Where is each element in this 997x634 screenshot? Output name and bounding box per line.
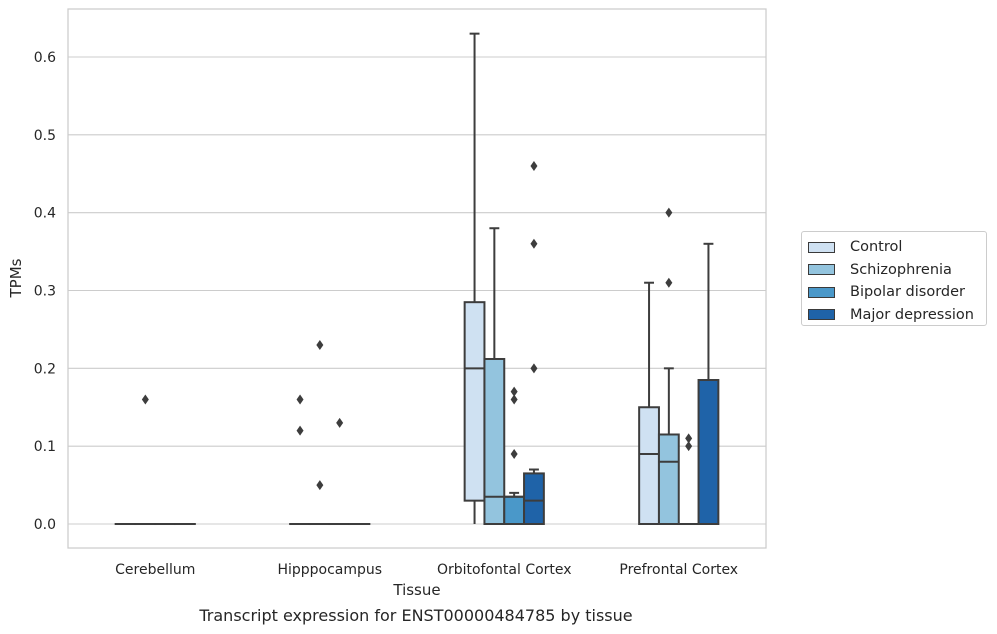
box-bipolar-disorder [677,433,700,526]
legend-swatch [808,286,835,298]
y-tick-label: 0.1 [34,439,56,455]
figure-caption: Transcript expression for ENST0000048478… [199,606,633,625]
legend-swatch [808,309,835,321]
outlier-point [336,417,344,428]
x-axis-label: Tissue [392,581,440,599]
box-schizophrenia [308,339,331,526]
x-tick-label: Prefrontal Cortex [619,562,738,578]
plot-frame [67,8,767,549]
box-control [638,281,660,525]
outlier-point [685,433,693,444]
box-bipolar-disorder [328,417,351,526]
y-tick-label: 0.3 [34,284,56,300]
box-body [657,433,680,525]
box-major-depression [697,242,720,525]
legend-item: Schizophrenia [808,259,986,282]
box-body [463,301,486,502]
outlier-point [665,277,673,288]
outlier-point [510,394,518,405]
outlier-point [141,394,149,405]
box-schizophrenia [483,227,506,526]
outlier-point [510,448,518,459]
outlier-point [530,160,538,171]
legend-swatch [808,264,835,276]
legend-label: Control [850,239,903,256]
outlier-point [296,394,304,405]
box-major-depression [523,160,545,525]
box-body [638,406,660,525]
legend-label: Bipolar disorder [850,284,965,301]
x-tick-label: Orbitofontal Cortex [437,562,572,578]
box-body [503,495,526,525]
outlier-point [685,441,693,452]
legend-item: Bipolar disorder [808,281,986,304]
y-tick-label: 0.4 [34,206,56,222]
box-body [697,379,720,525]
y-tick-label: 0.0 [34,517,56,533]
y-tick-label: 0.2 [34,361,56,377]
legend-swatch [808,241,835,253]
box-body [483,357,506,526]
outlier-point [530,238,538,249]
y-axis-label: TPMs [7,258,25,298]
legend-item: Control [808,236,986,259]
outlier-point [665,207,673,218]
box-control [289,394,311,526]
y-tick-label: 0.5 [34,128,56,144]
outlier-point [296,425,304,436]
outlier-point [316,339,324,350]
legend-item: Major depression [808,304,986,327]
box-body [523,472,545,525]
box-bipolar-disorder [503,386,526,525]
outlier-point [530,363,538,374]
box-schizophrenia [657,207,680,525]
legend-label: Major depression [850,306,974,323]
y-tick-label: 0.6 [34,50,56,66]
outlier-point [316,480,324,491]
grid-lines [68,56,766,525]
x-tick-label: Cerebellum [115,562,195,578]
outlier-point [510,386,518,397]
box-control [463,32,486,524]
legend: Control Schizophrenia Bipolar disorder Majo… [801,231,987,326]
legend-label: Schizophrenia [850,261,952,278]
y-tick-labels: 0.0 0.1 0.2 0.3 0.4 0.5 0.6 [34,50,56,533]
x-tick-label: Hipppocampus [277,562,382,578]
box-schizophrenia [134,394,157,526]
boxes [114,32,720,526]
x-tick-labels: Cerebellum Hipppocampus Orbitofontal Corte… [115,562,738,578]
